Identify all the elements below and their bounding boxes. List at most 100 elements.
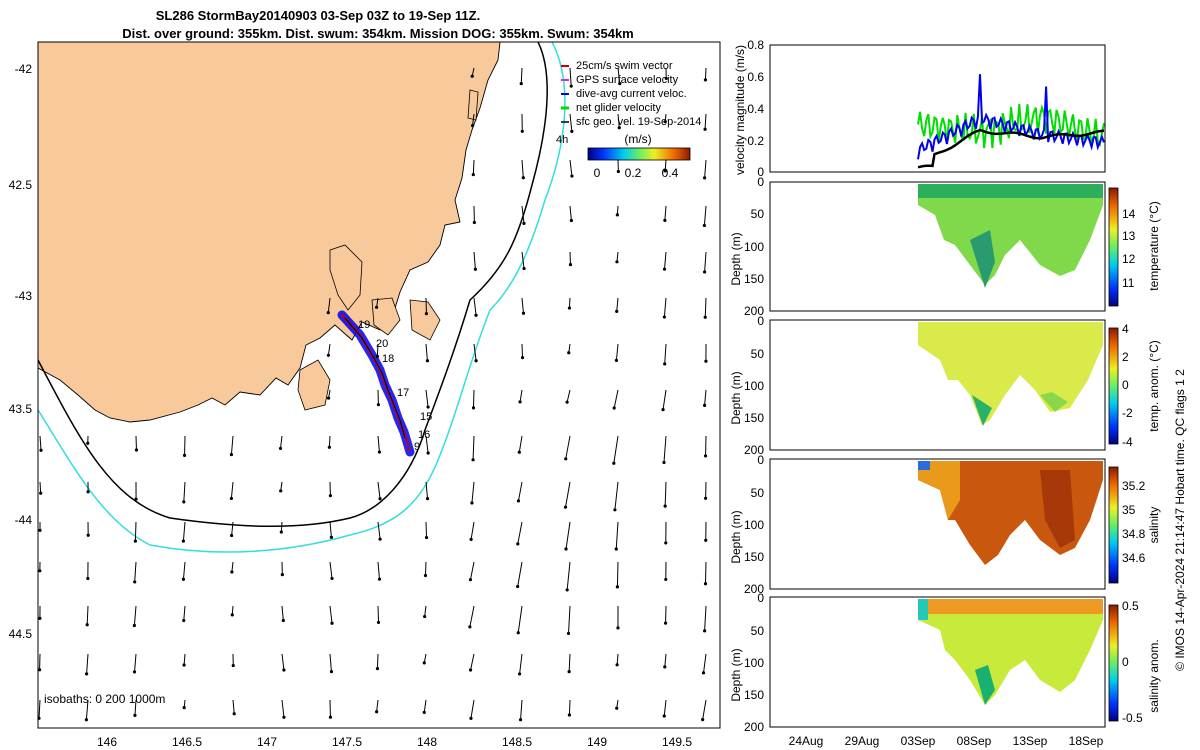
velocity-vector <box>565 521 571 550</box>
velocity-vector-head <box>521 176 525 180</box>
temp-anomaly-section-panel: 4 2 0 -2 -4 temp. anom. (°C) 0 50 100 15… <box>729 314 1161 457</box>
velocity-vector-head <box>701 671 706 675</box>
velocity-vector-head <box>134 448 139 452</box>
temperature-colorbar <box>1108 187 1119 307</box>
velocity-vector-head <box>518 718 523 722</box>
map-y-ticks: -42 42.5 -43 43.5 -44 44.5 <box>9 62 33 641</box>
velocity-vector <box>472 435 475 460</box>
velocity-vector-head <box>516 542 520 546</box>
velocity-vector-head <box>568 262 573 267</box>
velocity-vector <box>521 297 524 314</box>
velocity-vector-head <box>468 625 472 629</box>
time-tick: 13Sep <box>1013 734 1048 748</box>
depth-tick: 200 <box>744 304 764 318</box>
depth-label: Depth (m) <box>729 232 743 285</box>
velocity-vector <box>704 113 707 130</box>
velocity-vector-head <box>423 573 428 578</box>
velocity-vector <box>329 561 333 579</box>
velocity-vector-head <box>703 127 707 131</box>
map-x-tick: 149.5 <box>662 735 692 749</box>
velocity-vector <box>702 699 707 720</box>
velocity-vector-head <box>663 621 668 625</box>
time-tick: 24Aug <box>789 734 824 748</box>
velocity-vector-head <box>516 584 520 589</box>
velocity-vector-head <box>522 221 526 225</box>
velocity-vector-head <box>132 623 136 628</box>
velocity-vector-head <box>618 82 622 86</box>
velocity-vector <box>182 561 186 580</box>
velocity-vector-head <box>570 129 574 133</box>
tanom-cb-tick: 2 <box>1122 350 1129 364</box>
velocity-vector-head <box>615 213 619 217</box>
velocity-vector <box>472 113 475 126</box>
velocity-vector-head <box>282 668 286 672</box>
velocity-vector <box>663 435 667 463</box>
velocity-vector <box>569 159 573 177</box>
velocity-vector-head <box>614 547 618 551</box>
legend-sfc-geo: sfc geo. vel. 19-Sep-2014 <box>576 116 701 128</box>
velocity-vector <box>614 481 619 510</box>
velocity-vector <box>704 67 707 80</box>
velocity-vector-head <box>519 81 523 86</box>
velocity-vector-head <box>328 715 333 719</box>
velocity-vector-head <box>517 450 521 454</box>
map-x-tick: 147 <box>257 735 277 749</box>
velocity-vector <box>566 389 571 403</box>
depth-tick: 0 <box>757 453 764 467</box>
velocity-vector-head <box>375 710 379 714</box>
velocity-vector <box>328 435 331 448</box>
map-x-tick: 149 <box>587 735 607 749</box>
velocity-vector-head <box>662 460 666 465</box>
depth-label: Depth (m) <box>729 648 743 701</box>
velocity-vector-head <box>664 76 668 81</box>
velocity-vector <box>423 699 427 713</box>
map-panel: 19 20 18 17 15 16 9 25cm/s swim vector G… <box>9 41 721 749</box>
velocity-vector <box>664 653 667 667</box>
velocity-vector-head <box>230 570 234 574</box>
velocity-vector <box>86 605 89 625</box>
velocity-vector <box>520 67 523 84</box>
velocity-vector <box>664 481 667 507</box>
velocity-vector <box>424 605 427 617</box>
velocity-vector <box>565 481 571 508</box>
track-label: 18 <box>382 353 394 365</box>
velocity-vector-head <box>703 78 708 82</box>
velocity-vector-head <box>702 223 706 228</box>
velocity-vector-head <box>134 497 138 501</box>
velocity-vector-head <box>330 576 334 581</box>
velocity-vector-head <box>378 497 382 501</box>
ts-y-tick: 0 <box>757 165 764 179</box>
velocity-vector-head <box>229 496 233 501</box>
velocity-vector-head <box>470 124 475 128</box>
velocity-vector <box>521 159 524 178</box>
velocity-vector-head <box>376 403 381 407</box>
velocity-vector <box>703 653 707 673</box>
velocity-vector-head <box>282 715 286 719</box>
velocity-vector-head <box>662 267 667 271</box>
velocity-vector-head <box>232 712 236 716</box>
legend-gps-velocity: GPS surface velocity <box>576 74 679 86</box>
sal-cb-tick: 35 <box>1122 503 1136 517</box>
velocity-vector <box>517 605 523 633</box>
velocity-vector-head <box>278 446 283 451</box>
velocity-vector-head <box>426 405 430 409</box>
velocity-vector <box>183 653 186 666</box>
velocity-vector-head <box>426 451 430 455</box>
velocity-vector-head <box>422 710 426 714</box>
velocity-vector-head <box>377 577 382 581</box>
velocity-vector-head <box>517 672 522 676</box>
velocity-vector-head <box>567 351 571 355</box>
velocity-vector-head <box>378 537 382 541</box>
tanom-cb-tick: 4 <box>1122 322 1129 336</box>
velocity-vector-head <box>182 618 186 623</box>
velocity-vector <box>518 435 523 453</box>
velocity-vector <box>377 605 380 623</box>
depth-tick: 100 <box>744 656 764 670</box>
velocity-vector-head <box>567 306 572 310</box>
velocity-vector <box>519 653 523 674</box>
salinity-anom-colorbar <box>1108 604 1119 722</box>
map-y-tick: 44.5 <box>9 627 33 641</box>
sanom-cb-tick: 0.5 <box>1122 599 1139 613</box>
ts-y-tick: 0.8 <box>747 38 764 52</box>
